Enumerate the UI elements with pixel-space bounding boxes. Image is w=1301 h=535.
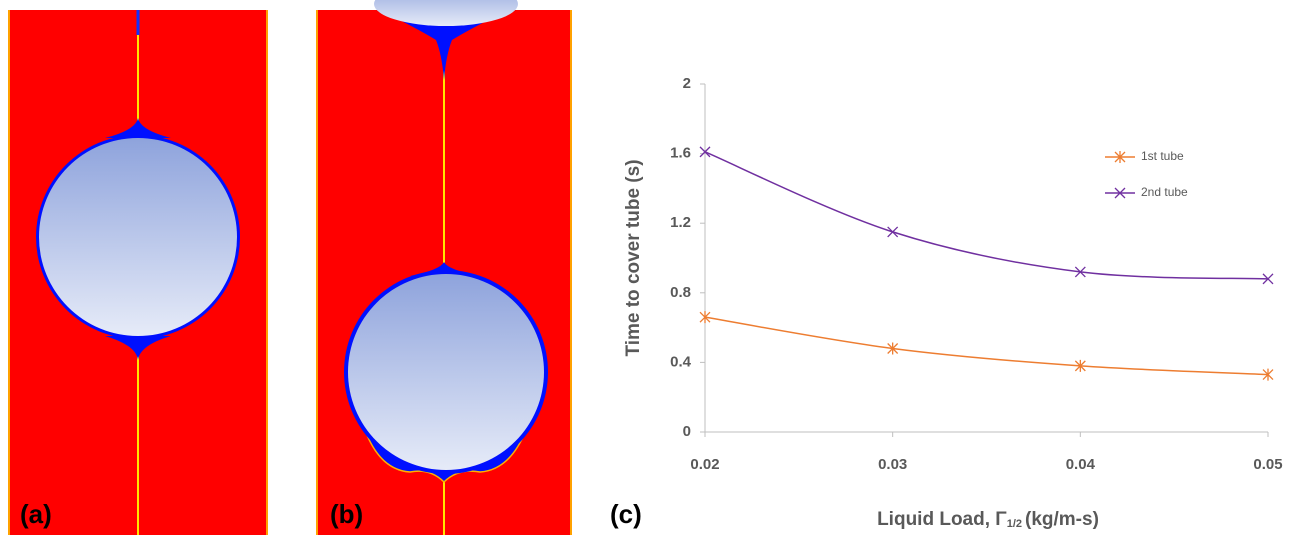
x-tick-label: 0.05 <box>1253 456 1282 473</box>
x-tick-label: 0.02 <box>690 456 719 473</box>
point-marker <box>887 342 899 355</box>
point-marker <box>699 311 711 324</box>
panel-label: (c) <box>610 499 642 529</box>
x-tick-label: 0.03 <box>878 456 907 473</box>
y-tick-label: 2 <box>683 75 691 92</box>
point-marker <box>1074 266 1086 278</box>
y-tick-label: 0 <box>683 423 691 440</box>
panel-label: (a) <box>20 499 52 529</box>
x-axis-title-unit: (kg/m-s) <box>1025 509 1099 530</box>
panel-label: (b) <box>330 499 363 529</box>
simulation-b: (b) <box>316 0 572 535</box>
y-tick-label: 1.2 <box>670 214 691 231</box>
point-marker <box>699 146 711 158</box>
x-tick-label: 0.04 <box>1066 456 1096 473</box>
series-line <box>704 316 1269 376</box>
point-marker <box>1262 273 1274 285</box>
y-tick-label: 0.4 <box>670 353 692 370</box>
y-tick-label: 0.8 <box>670 284 691 301</box>
point-marker <box>1262 368 1274 381</box>
x-axis-title: Liquid Load, Γ1/2 (kg/m-s) <box>877 509 1099 530</box>
y-tick-label: 1.6 <box>670 145 691 162</box>
point-marker <box>1074 359 1086 372</box>
legend-marker <box>1114 151 1126 163</box>
legend-label: 2nd tube <box>1141 185 1188 199</box>
legend-label: 1st tube <box>1141 149 1184 163</box>
simulation-a: (a) <box>8 10 268 535</box>
x-axis-title-text: Liquid Load, Γ <box>877 509 1007 530</box>
y-axis-title: Time to cover tube (s) <box>623 159 644 356</box>
legend-marker <box>1114 187 1126 199</box>
point-marker <box>887 226 899 238</box>
x-axis-title-sub: 1/2 <box>1007 518 1022 530</box>
series-line <box>704 151 1269 280</box>
